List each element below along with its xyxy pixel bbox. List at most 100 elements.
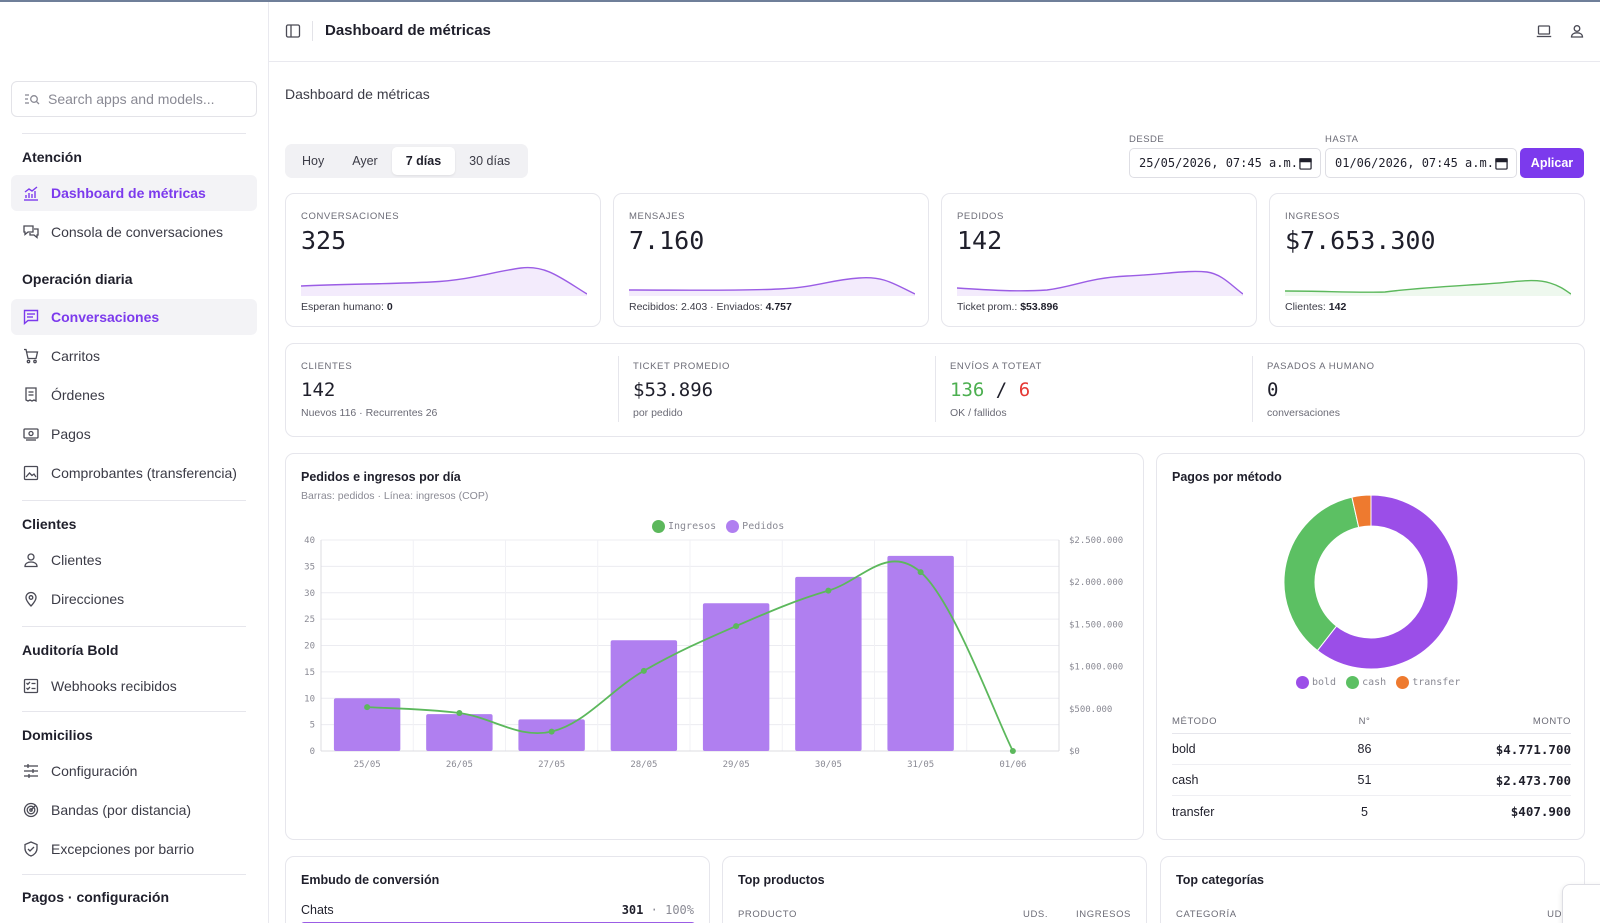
top-products-title: Top productos (738, 873, 825, 887)
x-tick-label: 31/05 (907, 760, 934, 770)
sidebar-item-conversaciones[interactable]: Conversaciones (11, 299, 257, 335)
point-ingresos (1009, 748, 1016, 754)
stat-label: CLIENTES (301, 361, 353, 372)
stat-label: TICKET PROMEDIO (633, 361, 730, 372)
table-row: cash 51 $2.473.700 (1172, 765, 1571, 796)
group-title-domicilios: Domicilios (22, 727, 93, 743)
search-input[interactable]: Search apps and models... (11, 81, 257, 117)
sidebar-item-label: Bandas (por distancia) (51, 802, 192, 818)
stat-toteat: ENVÍOS A TOTEAT 136 / 6 OK / fallidos (935, 344, 1252, 434)
y-tick-label: 40 (304, 536, 315, 546)
kpi-value: 325 (301, 226, 347, 255)
payments-card: Pagos por método bold cash transfer MÉTO… (1156, 453, 1585, 840)
top-categories-title: Top categorías (1176, 873, 1264, 887)
col-categoria: CATEGORÍA (1176, 909, 1237, 920)
date-from-input[interactable]: 25/05/2026, 07:45 a.m. (1129, 148, 1321, 178)
kpi-value: 7.160 (629, 226, 705, 255)
payments-donut (1283, 494, 1459, 670)
page-title: Dashboard de métricas (325, 22, 491, 39)
sidebar-item-label: Excepciones por barrio (51, 841, 195, 857)
x-tick-label: 29/05 (723, 760, 750, 770)
sidebar-item-label: Configuración (51, 763, 138, 779)
legend-item-pedidos[interactable]: Pedidos (726, 520, 784, 533)
stat-humano: PASADOS A HUMANO 0 conversaciones (1252, 344, 1582, 434)
range-tab-30-dias[interactable]: 30 días (469, 154, 511, 168)
divider (22, 626, 246, 627)
group-title-operacion: Operación diaria (22, 271, 133, 287)
stat-label: PASADOS A HUMANO (1267, 361, 1375, 372)
sidebar-item-pagos[interactable]: Pagos (11, 416, 257, 452)
funnel-row-values: 301 · 100% (621, 903, 694, 917)
chart-icon (24, 186, 38, 201)
kpi-card-ingresos: INGRESOS $7.653.300 Clientes: 142 (1269, 193, 1585, 327)
user-menu-icon[interactable] (1569, 23, 1585, 39)
stat-value: 142 (301, 379, 336, 401)
bar-pedidos (426, 714, 493, 751)
sidebar-item-ordenes[interactable]: Órdenes (11, 377, 257, 413)
kpi-label: INGRESOS (1285, 211, 1340, 222)
calendar-icon[interactable] (1495, 157, 1508, 170)
date-from-label: DESDE (1129, 134, 1165, 145)
stat-value: $53.896 (633, 379, 714, 401)
table-header: MÉTODO N° MONTO (1172, 716, 1571, 734)
header-divider (312, 21, 313, 41)
legend-item-cash[interactable]: cash (1346, 676, 1386, 689)
donut-slice-transfer[interactable] (1351, 494, 1372, 528)
date-to-input[interactable]: 01/06/2026, 07:45 a.m. (1325, 148, 1517, 178)
group-title-clientes: Clientes (22, 516, 77, 532)
funnel-title: Embudo de conversión (301, 873, 440, 887)
sidebar: Search apps and models... Atención Dashb… (0, 0, 269, 923)
y-tick-label: 30 (304, 589, 315, 599)
y2-tick-label: $500.000 (1069, 705, 1112, 715)
stat-value: 136 / 6 (950, 379, 1030, 401)
x-tick-label: 26/05 (446, 760, 473, 770)
col-uds: UDS. (1023, 909, 1049, 920)
sidebar-item-clientes[interactable]: Clientes (11, 542, 257, 578)
sidebar-item-comprobantes[interactable]: Comprobantes (transferencia) (11, 455, 257, 491)
sidebar-item-carritos[interactable]: Carritos (11, 338, 257, 374)
group-title-auditoria: Auditoría Bold (22, 642, 119, 658)
range-tab-ayer[interactable]: Ayer (352, 154, 378, 168)
point-ingresos (456, 710, 463, 717)
divider (1252, 356, 1253, 422)
donut-slice-bold[interactable] (1316, 494, 1459, 670)
sliders-icon (24, 764, 38, 778)
divider (22, 711, 246, 712)
bar-pedidos (518, 719, 585, 751)
donut-slice-cash[interactable] (1283, 496, 1360, 652)
laptop-icon[interactable] (1536, 23, 1552, 39)
sidebar-item-direcciones[interactable]: Direcciones (11, 581, 257, 617)
sidebar-item-webhooks[interactable]: Webhooks recibidos (11, 668, 257, 704)
y2-tick-label: $1.500.000 (1069, 620, 1123, 630)
table-row: bold 86 $4.771.700 (1172, 734, 1571, 765)
point-ingresos (825, 587, 832, 594)
divider (935, 356, 936, 422)
sidebar-item-excepciones[interactable]: Excepciones por barrio (11, 831, 257, 867)
x-tick-label: 01/06 (999, 760, 1026, 770)
funnel-row-label: Chats (301, 903, 334, 917)
x-tick-label: 25/05 (354, 760, 381, 770)
sidebar-item-dashboard[interactable]: Dashboard de métricas (11, 175, 257, 211)
sidebar-item-configuracion[interactable]: Configuración (11, 753, 257, 789)
chart-legend: Ingresos Pedidos (652, 520, 784, 533)
sidebar-item-consola[interactable]: Consola de conversaciones (11, 214, 257, 250)
legend-item-transfer[interactable]: transfer (1396, 676, 1460, 689)
apply-button[interactable]: Aplicar (1520, 148, 1584, 178)
calendar-icon[interactable] (1299, 157, 1312, 170)
range-tab-7-dias[interactable]: 7 días (391, 147, 456, 175)
sidebar-item-label: Webhooks recibidos (51, 678, 177, 694)
shield-check-icon (24, 841, 38, 857)
kpi-card-pedidos: PEDIDOS 142 Ticket prom.: $53.896 (941, 193, 1257, 327)
sidebar-toggle-icon[interactable] (285, 23, 301, 39)
sidebar-item-bandas[interactable]: Bandas (por distancia) (11, 792, 257, 828)
range-tab-hoy[interactable]: Hoy (302, 154, 325, 168)
legend-item-bold[interactable]: bold (1296, 676, 1336, 689)
floating-widget-button[interactable] (1562, 884, 1600, 923)
legend-item-ingresos[interactable]: Ingresos (652, 520, 716, 533)
table-row: transfer 5 $407.900 (1172, 804, 1571, 819)
stat-value: 0 (1267, 379, 1279, 401)
kpi-label: PEDIDOS (957, 211, 1004, 222)
x-tick-label: 27/05 (538, 760, 565, 770)
stats-card: CLIENTES 142 Nuevos 116 · Recurrentes 26… (285, 343, 1585, 437)
search-icon (25, 94, 40, 105)
